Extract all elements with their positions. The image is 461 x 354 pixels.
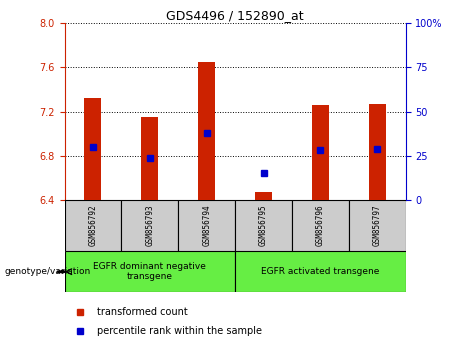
Bar — [312, 105, 329, 200]
Bar — [349, 200, 406, 251]
Text: GSM856796: GSM856796 — [316, 205, 325, 246]
Text: GSM856794: GSM856794 — [202, 205, 211, 246]
Bar — [65, 251, 235, 292]
Bar — [235, 251, 406, 292]
Bar — [198, 62, 215, 200]
Bar — [292, 200, 349, 251]
Text: GSM856792: GSM856792 — [89, 205, 97, 246]
Text: GSM856795: GSM856795 — [259, 205, 268, 246]
Text: EGFR dominant negative
transgene: EGFR dominant negative transgene — [94, 262, 206, 281]
Bar — [369, 104, 386, 200]
Bar — [84, 98, 101, 200]
Title: GDS4496 / 152890_at: GDS4496 / 152890_at — [166, 9, 304, 22]
Bar — [178, 200, 235, 251]
Bar — [142, 117, 159, 200]
Bar — [65, 200, 121, 251]
Text: genotype/variation: genotype/variation — [5, 267, 91, 276]
Bar — [235, 200, 292, 251]
Text: GSM856797: GSM856797 — [373, 205, 382, 246]
Text: GSM856793: GSM856793 — [145, 205, 154, 246]
Text: EGFR activated transgene: EGFR activated transgene — [261, 267, 379, 276]
Bar — [121, 200, 178, 251]
Bar — [255, 192, 272, 200]
Text: percentile rank within the sample: percentile rank within the sample — [97, 326, 262, 336]
Text: transformed count: transformed count — [97, 307, 188, 317]
